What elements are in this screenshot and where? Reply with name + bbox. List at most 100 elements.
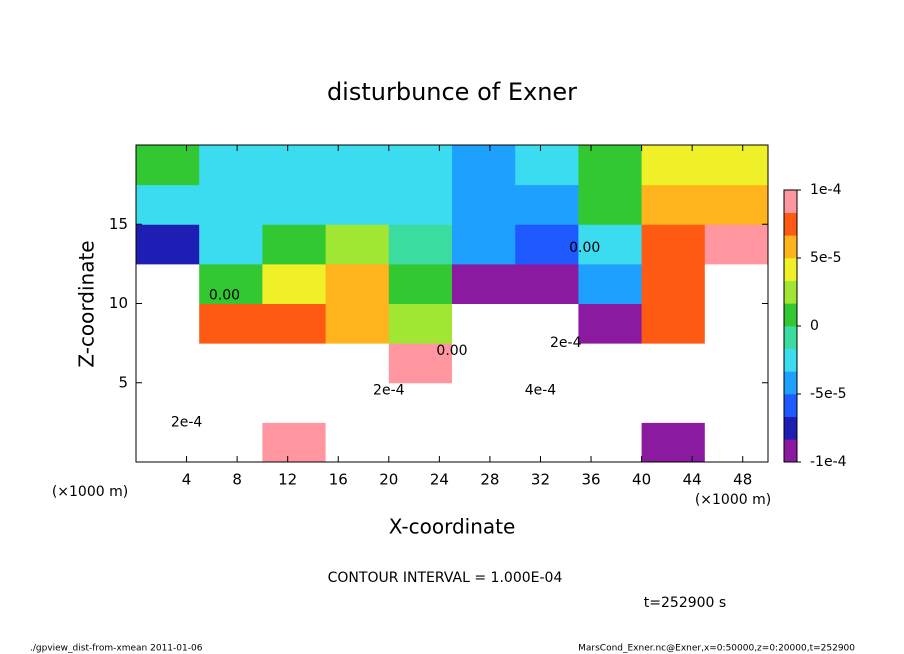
contour-label: 4e-4	[525, 383, 557, 399]
heat-cell	[388, 422, 453, 463]
colorbar-band	[784, 280, 797, 304]
heat-cell	[452, 145, 516, 186]
y-unit: (×1000 m)	[52, 484, 128, 500]
x-tick-label: 48	[733, 471, 752, 489]
contour-label: 2e-4	[171, 414, 203, 430]
colorbar-band	[784, 303, 797, 327]
heat-cell	[199, 263, 263, 304]
heat-cell	[136, 145, 200, 186]
heat-cell	[452, 382, 516, 423]
heat-cell	[262, 422, 327, 463]
heat-cell	[388, 145, 453, 186]
x-tick-label: 44	[683, 471, 702, 489]
heat-cell	[199, 145, 263, 186]
heat-cell	[578, 422, 643, 463]
x-tick-label: 24	[430, 471, 449, 489]
heat-cell	[136, 303, 200, 344]
heat-cell	[578, 382, 643, 423]
colorbar-tick-label: 5e-5	[810, 250, 841, 266]
heat-cell	[515, 184, 579, 225]
colorbar-band	[784, 190, 797, 213]
heat-cell	[262, 343, 327, 384]
contour-interval: CONTOUR INTERVAL = 1.000E-04	[328, 570, 563, 586]
heat-cell	[515, 145, 579, 186]
heat-cell	[515, 303, 579, 344]
colorbar-tick-label: -5e-5	[810, 386, 847, 402]
colorbar-band	[784, 394, 797, 417]
heat-cell	[641, 224, 706, 265]
chart-title: disturbunce of Exner	[327, 78, 577, 106]
heat-cell	[199, 343, 263, 384]
heat-cell	[136, 184, 200, 225]
heat-cell	[641, 343, 706, 384]
heat-cell	[704, 224, 769, 265]
heat-cell	[704, 184, 769, 225]
heat-cell	[641, 263, 706, 304]
heat-cell	[388, 303, 453, 344]
heat-cell	[136, 224, 200, 265]
heat-cell	[578, 224, 643, 265]
colorbar-band	[784, 212, 797, 236]
y-tick-label: 10	[109, 294, 128, 312]
footer-right: MarsCond_Exner.nc@Exner,x=0:50000,z=0:20…	[578, 644, 855, 654]
contour-label: 2e-4	[373, 383, 405, 399]
footer-left: ./gpview_dist-from-xmean 2011-01-06	[30, 644, 203, 654]
heat-cell	[325, 382, 390, 423]
heat-cell	[641, 145, 706, 186]
x-tick-label: 20	[379, 471, 398, 489]
x-tick-label: 40	[632, 471, 651, 489]
heat-cell	[704, 263, 769, 304]
heat-cell	[452, 422, 516, 463]
heat-cell	[199, 382, 263, 423]
heat-cell	[325, 145, 390, 186]
time-label: t=252900 s	[644, 595, 726, 611]
heat-cell	[578, 145, 643, 186]
heat-cell	[452, 263, 516, 304]
heat-cell	[578, 343, 643, 384]
heat-cell	[515, 382, 579, 423]
y-axis-title: Z-coordinate	[75, 240, 99, 367]
x-tick-label: 8	[232, 471, 242, 489]
heat-cell	[325, 263, 390, 304]
contour-label: 0.00	[436, 343, 467, 359]
heat-cell	[452, 224, 516, 265]
colorbar-band	[784, 258, 797, 281]
x-tick-label: 16	[329, 471, 348, 489]
heat-cell	[578, 184, 643, 225]
heat-cell	[388, 382, 453, 423]
x-tick-label: 4	[182, 471, 192, 489]
heat-cell	[136, 343, 200, 384]
heat-cell	[325, 422, 390, 463]
x-tick-label: 36	[581, 471, 600, 489]
heat-cell	[704, 343, 769, 384]
heat-cell	[452, 343, 516, 384]
heat-cell	[704, 422, 769, 463]
y-tick-label: 5	[118, 373, 128, 391]
x-tick-label: 12	[278, 471, 297, 489]
colorbar-tick-label: 0	[810, 318, 819, 334]
colorbar-tick-label: 1e-4	[810, 182, 842, 198]
heat-cell	[325, 303, 390, 344]
heat-cell	[262, 382, 327, 423]
heat-cell	[136, 422, 200, 463]
colorbar-tick-label: -1e-4	[810, 454, 847, 470]
heat-cell	[641, 303, 706, 344]
heat-cell	[388, 184, 453, 225]
heat-cell	[704, 145, 769, 186]
heat-cell	[199, 224, 263, 265]
colorbar-band	[784, 326, 797, 349]
colorbar-band	[784, 348, 797, 372]
heat-cell	[641, 184, 706, 225]
heat-cell	[262, 263, 327, 304]
heat-cell	[325, 224, 390, 265]
heat-cell	[262, 145, 327, 186]
x-unit: (×1000 m)	[695, 492, 771, 508]
colorbar-band	[784, 439, 797, 463]
heat-cell	[578, 263, 643, 304]
heat-cell	[388, 224, 453, 265]
heat-cell	[452, 303, 516, 344]
heat-cell	[515, 343, 579, 384]
contour-label: 2e-4	[550, 335, 582, 351]
x-axis-title: X-coordinate	[389, 515, 516, 539]
colorbar-band	[784, 235, 797, 259]
